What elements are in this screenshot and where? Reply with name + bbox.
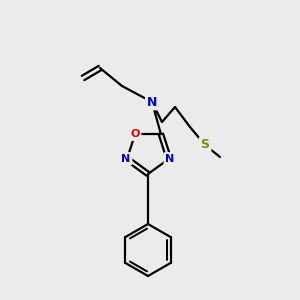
Text: N: N xyxy=(122,154,131,164)
Text: N: N xyxy=(147,95,157,109)
Text: N: N xyxy=(165,154,175,164)
Text: O: O xyxy=(130,129,140,139)
Text: S: S xyxy=(200,139,209,152)
